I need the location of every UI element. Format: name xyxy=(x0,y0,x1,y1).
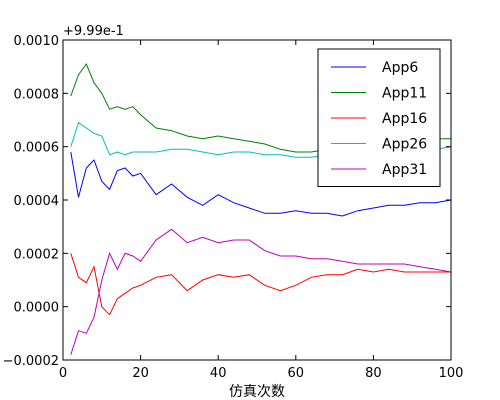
legend: App6 App11 App16 App26 App31 xyxy=(317,48,441,187)
x-tick-label: 60 xyxy=(288,366,305,381)
series-line-app31 xyxy=(70,228,452,355)
x-tick-label: 80 xyxy=(365,366,382,381)
y-tick-label: 0.0000 xyxy=(14,301,60,316)
y-tick-label: 0.0002 xyxy=(14,247,60,262)
y-tick-label: −0.0002 xyxy=(3,354,59,369)
legend-label: App31 xyxy=(382,162,427,178)
legend-label: App11 xyxy=(382,86,427,102)
legend-label: App16 xyxy=(382,111,427,127)
legend-label: App26 xyxy=(382,137,427,153)
x-tick-label: 40 xyxy=(210,366,227,381)
y-tick-label: 0.0010 xyxy=(14,34,60,49)
y-tick-label: 0.0006 xyxy=(14,141,60,156)
x-tick-label: 20 xyxy=(132,366,149,381)
y-tick-label: 0.0008 xyxy=(14,87,60,102)
x-tick-label: 0 xyxy=(59,366,67,381)
legend-label: App6 xyxy=(382,60,418,76)
y-tick-label: 0.0004 xyxy=(14,194,60,209)
series-line-app6 xyxy=(70,151,452,217)
x-axis-label: 仿真次数 xyxy=(229,384,285,400)
ticks-layer: 0 20 40 60 80 100 −0.0002 0.0000 0.0002 0.0004 0.0… xyxy=(3,34,464,381)
axis-offset-label: +9.99e-1 xyxy=(63,24,124,39)
series-line-app16 xyxy=(70,253,451,316)
x-tick-label: 100 xyxy=(439,366,464,381)
